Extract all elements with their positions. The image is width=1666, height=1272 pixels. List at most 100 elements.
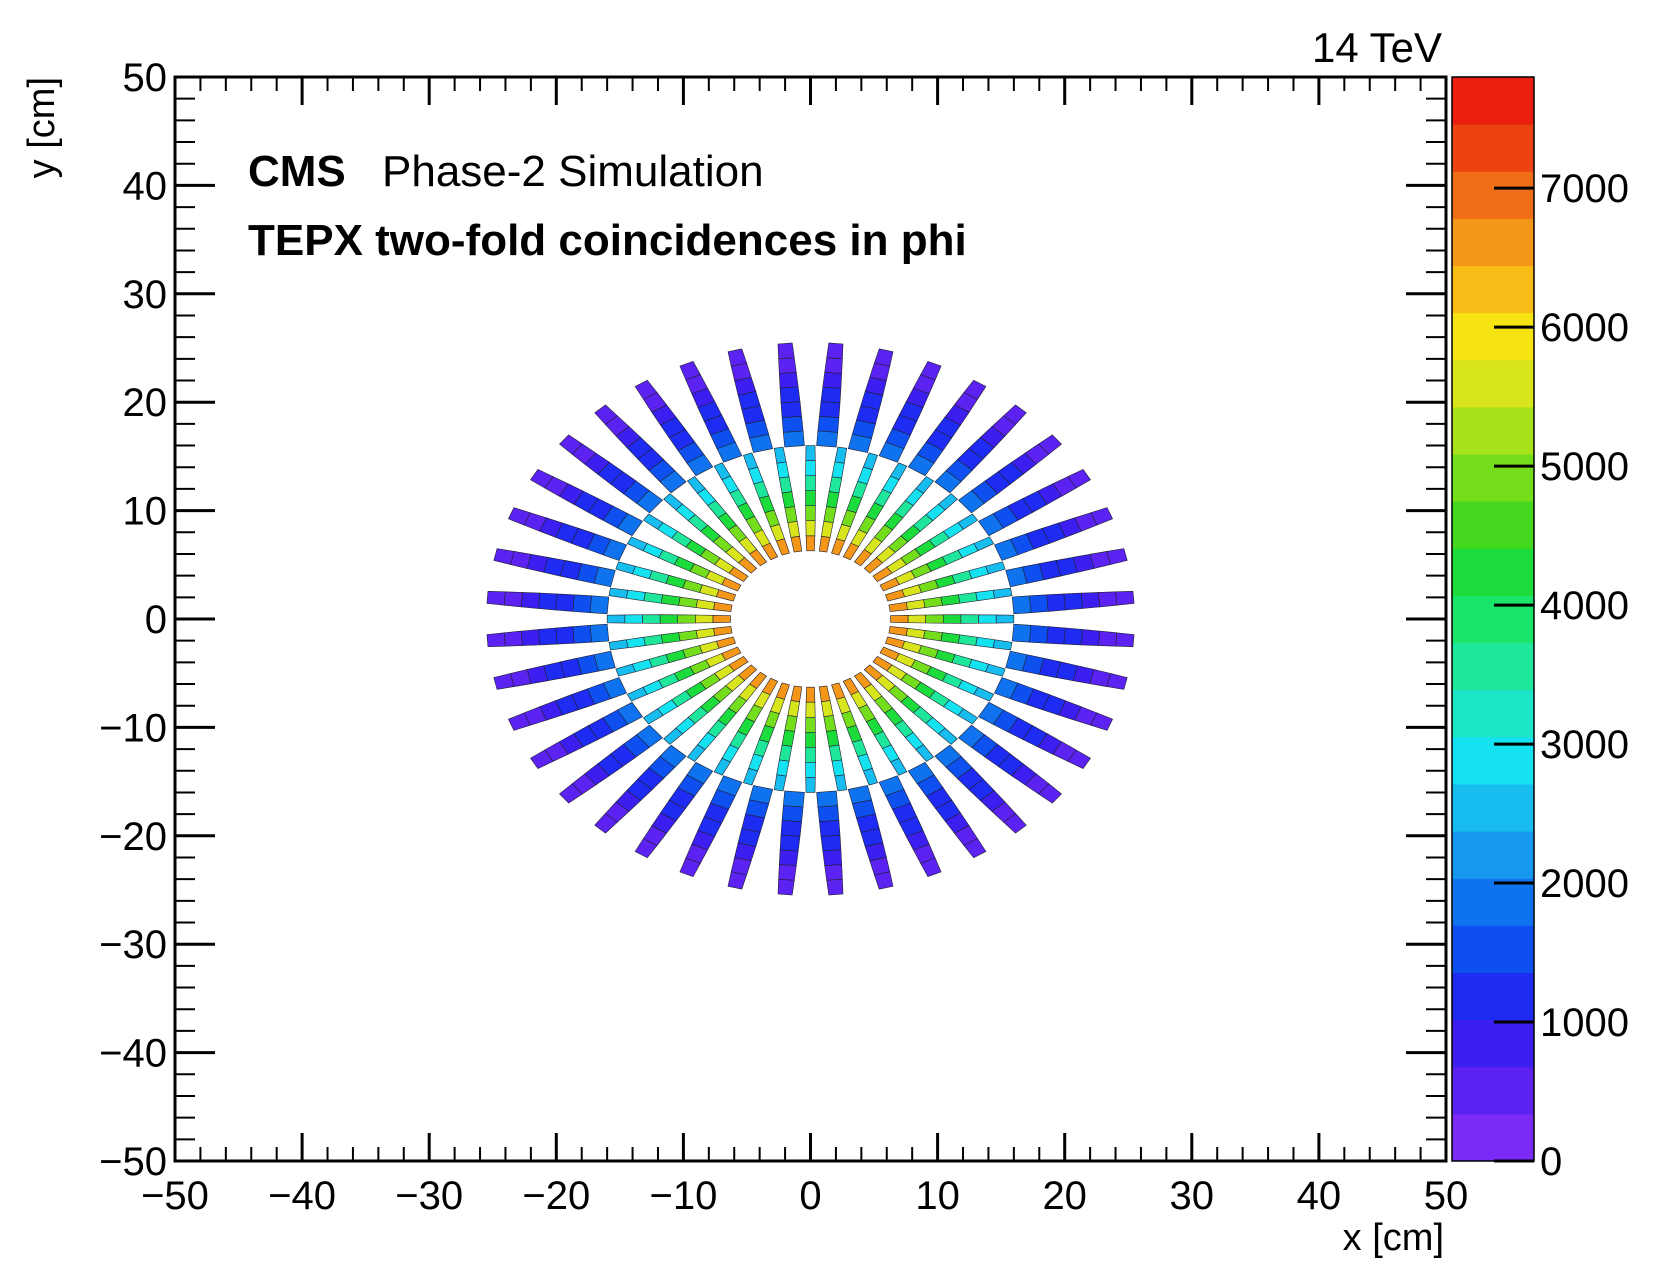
heatmap-cell [665, 649, 687, 664]
heatmap-cell [816, 430, 839, 448]
color-scale-band [1452, 595, 1534, 644]
heatmap-cell [1098, 591, 1118, 608]
heatmap-cell [822, 849, 843, 867]
x-tick-label: −50 [141, 1174, 209, 1218]
heatmap-cell [905, 627, 926, 639]
heatmap-cell [1011, 623, 1032, 643]
heatmap-cell [824, 357, 843, 374]
heatmap-cell [923, 630, 943, 642]
y-tick-label: 0 [145, 598, 167, 642]
heatmap-cell [851, 481, 868, 499]
heatmap-cell [824, 864, 843, 881]
heatmap-cell [992, 587, 1013, 599]
heatmap-cell [608, 639, 629, 651]
heatmap-cell [826, 729, 840, 747]
heatmap-cell [826, 878, 844, 896]
heatmap-cell [778, 744, 793, 762]
heatmap-cell [743, 768, 759, 786]
heatmap-cell [992, 639, 1013, 651]
y-axis-title: y [cm] [21, 77, 63, 178]
heatmap-cell [660, 632, 681, 644]
heatmap-cell [780, 401, 802, 418]
heatmap-cell [995, 614, 1015, 624]
heatmap-cell [1115, 590, 1135, 606]
heatmap-cell [985, 561, 1006, 575]
heatmap-cell [846, 495, 863, 513]
heatmap-cell [624, 614, 643, 624]
heatmap-cell [957, 634, 978, 646]
heatmap-cell [805, 701, 816, 718]
x-tick-label: 20 [1042, 1174, 1087, 1218]
heatmap-cell [530, 749, 554, 769]
heatmap-cell [493, 548, 515, 565]
heatmap-cell [978, 614, 997, 624]
heatmap-cell [727, 871, 747, 890]
heatmap-cell [851, 739, 868, 757]
heatmap-cell [493, 673, 515, 690]
heatmap-cell [934, 649, 956, 664]
heatmap-cell [743, 452, 759, 470]
heatmap-cell [648, 570, 670, 584]
heatmap-cell [975, 589, 995, 602]
heatmap-cell [817, 415, 840, 433]
heatmap-cell [615, 561, 636, 575]
heatmap-cell [782, 790, 805, 808]
heatmap-cell [713, 601, 733, 612]
heatmap-cell [819, 820, 841, 837]
heatmap-cell [555, 593, 575, 612]
heatmap-cell [805, 490, 816, 507]
color-scale-band [1452, 359, 1534, 408]
x-tick-label: 0 [799, 1174, 821, 1218]
heatmap-cell [828, 476, 843, 494]
heatmap-cell [777, 342, 795, 360]
heatmap-cell [846, 725, 863, 743]
heatmap-cell [758, 495, 775, 513]
heatmap-cell [594, 404, 618, 425]
heatmap-cell [925, 614, 944, 624]
heatmap-cell [1063, 592, 1083, 611]
heatmap-cell [606, 614, 626, 624]
heatmap-cell [805, 535, 816, 552]
heatmap-cell [715, 636, 736, 649]
z-tick-label: 3000 [1540, 723, 1629, 767]
heatmap-cell [1029, 594, 1049, 614]
heatmap-cell [559, 434, 583, 455]
color-scale-band [1452, 642, 1534, 691]
heatmap-cell [572, 594, 592, 614]
heatmap-cell [643, 592, 664, 604]
heatmap-cell [775, 538, 790, 556]
heatmap-cell [805, 505, 816, 522]
heatmap-cell [834, 774, 848, 792]
heatmap-cell [1067, 469, 1091, 489]
heatmap-cell [822, 371, 843, 389]
heatmap-cell [784, 715, 798, 732]
heatmap-cell [694, 614, 714, 624]
heatmap-cell [634, 379, 658, 400]
heatmap-cell [942, 614, 962, 624]
y-tick-label: 20 [123, 381, 168, 425]
heatmap-cell [934, 574, 956, 589]
y-tick-label: −20 [99, 815, 167, 859]
heatmap-cell [820, 834, 842, 852]
heatmap-cell [663, 727, 684, 745]
heatmap-cell [940, 632, 961, 644]
heatmap-cell [695, 599, 716, 611]
heatmap-cell [885, 589, 906, 602]
heatmap-cell [823, 715, 837, 732]
heatmap-cell [805, 445, 816, 461]
heatmap-cell [957, 513, 979, 530]
heatmap-cell [1098, 630, 1118, 647]
heatmap-cell [781, 491, 795, 509]
heatmap-cell [775, 682, 790, 700]
z-tick-label: 7000 [1540, 167, 1629, 211]
color-scale-frame [1451, 76, 1535, 1162]
heatmap-cell [679, 857, 701, 877]
heatmap-cell [773, 446, 787, 464]
heatmap-cell [699, 640, 720, 654]
heatmap-cell [918, 645, 939, 659]
color-scale-band [1452, 312, 1534, 361]
color-scale-band [1452, 548, 1534, 596]
heatmap-cell [778, 476, 793, 494]
heatmap-cell [572, 624, 592, 644]
